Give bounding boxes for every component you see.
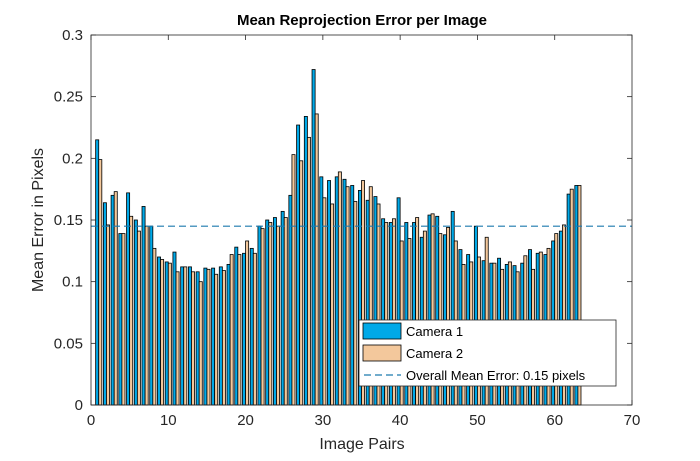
bar-camera-2-pair-6 (136, 230, 141, 406)
bar-camera-2-pair-3 (113, 191, 118, 406)
bar-camera-2-pair-17 (221, 270, 226, 406)
bar-camera-1-pair-12 (180, 266, 185, 406)
bar-camera-2-pair-15 (206, 268, 211, 406)
bar-camera-1-pair-2 (102, 202, 107, 406)
bar-camera-2-pair-5 (129, 215, 134, 406)
x-tick-label: 10 (160, 412, 177, 429)
x-tick-label: 20 (237, 412, 254, 429)
legend-swatch-camera-2 (362, 344, 402, 362)
y-axis-title: Mean Error in Pixels (30, 148, 47, 292)
bar-camera-2-pair-22 (260, 228, 265, 406)
bar-camera-1-pair-31 (327, 180, 331, 406)
bar-camera-2-pair-7 (144, 225, 149, 406)
legend-swatch-camera-1 (362, 322, 402, 340)
bar-camera-2-pair-18 (229, 254, 234, 406)
bar-camera-1-pair-34 (350, 185, 355, 406)
bar-camera-1-pair-13 (187, 266, 192, 406)
x-tick-label: 60 (546, 412, 563, 429)
legend-label-overall-mean: Overall Mean Error: 0.15 pixels (406, 368, 586, 383)
bar-camera-2-pair-1 (98, 159, 103, 406)
ticks-layer: 0 10 20 30 40 50 60 70 0 0.05 0.1 0.15 0.2 0.25 0.3 (54, 27, 641, 429)
bar-camera-1-pair-3 (110, 194, 115, 406)
y-tick-label: 0.2 (62, 150, 83, 167)
bar-camera-2-pair-12 (183, 266, 188, 406)
legend-label-camera-1: Camera 1 (406, 324, 463, 339)
bar-camera-1-pair-15 (203, 267, 208, 406)
bar-camera-1-pair-28 (303, 116, 308, 406)
bar-camera-2-pair-2 (106, 224, 110, 406)
bar-camera-2-pair-29 (314, 113, 319, 406)
bar-camera-1-pair-8 (149, 225, 154, 406)
bar-camera-1-pair-10 (164, 261, 169, 406)
y-tick-label: 0.05 (54, 335, 83, 352)
bar-camera-2-pair-4 (121, 233, 126, 406)
bar-camera-2-pair-20 (245, 240, 250, 406)
bar-camera-1-pair-7 (141, 206, 146, 406)
bar-camera-1-pair-27 (296, 124, 301, 406)
bar-camera-2-pair-19 (237, 254, 242, 406)
bar-camera-1-pair-30 (319, 176, 324, 406)
bar-camera-1-pair-22 (257, 225, 262, 406)
bar-camera-2-pair-10 (167, 262, 172, 406)
y-tick-label: 0.15 (54, 212, 83, 229)
bar-camera-2-pair-24 (276, 225, 280, 406)
legend: Camera 1 Camera 2 Overall Mean Error: 0.… (358, 319, 617, 387)
y-tick-label: 0.25 (54, 89, 83, 106)
bar-camera-2-pair-13 (191, 271, 195, 406)
bar-camera-1-pair-6 (133, 219, 138, 406)
bar-camera-2-pair-25 (283, 217, 288, 406)
bar-camera-2-pair-21 (252, 252, 257, 406)
bar-camera-1-pair-23 (265, 219, 270, 406)
bar-camera-1-pair-20 (242, 252, 246, 406)
chart-title: Mean Reprojection Error per Image (237, 12, 487, 29)
bar-camera-2-pair-26 (291, 154, 296, 406)
y-tick-label: 0.3 (62, 27, 83, 44)
bar-camera-1-pair-5 (126, 192, 131, 406)
bar-camera-1-pair-17 (218, 266, 223, 406)
x-tick-label: 0 (87, 412, 95, 429)
bar-camera-2-pair-16 (214, 273, 219, 406)
bar-camera-1-pair-25 (280, 210, 285, 406)
legend-label-camera-2: Camera 2 (406, 346, 463, 361)
bar-camera-1-pair-9 (157, 256, 161, 406)
bar-camera-2-pair-30 (322, 197, 327, 406)
legend-box (358, 319, 617, 387)
bar-camera-1-pair-1 (95, 139, 100, 406)
bar-camera-1-pair-14 (195, 271, 200, 406)
bar-camera-2-pair-11 (175, 271, 180, 406)
bar-camera-1-pair-26 (288, 194, 293, 406)
y-tick-label: 0 (75, 397, 83, 414)
bar-camera-2-pair-14 (198, 281, 203, 406)
bar-camera-2-pair-23 (268, 222, 273, 406)
bar-camera-1-pair-4 (118, 233, 123, 406)
bar-camera-1-pair-11 (172, 251, 177, 406)
bar-camera-2-pair-33 (345, 186, 350, 406)
x-tick-label: 70 (624, 412, 641, 429)
bar-camera-2-pair-31 (330, 203, 335, 406)
bar-camera-1-pair-18 (226, 263, 231, 406)
bar-camera-2-pair-9 (160, 259, 165, 406)
bar-camera-2-pair-8 (152, 247, 157, 406)
bar-camera-1-pair-33 (342, 178, 347, 406)
bar-camera-1-pair-29 (311, 69, 316, 406)
y-tick-label: 0.1 (62, 274, 83, 291)
x-tick-label: 30 (315, 412, 332, 429)
x-tick-label: 40 (392, 412, 409, 429)
x-tick-label: 50 (469, 412, 486, 429)
bar-camera-2-pair-32 (337, 171, 342, 406)
bar-camera-2-pair-27 (299, 160, 304, 406)
bar-camera-1-pair-21 (249, 247, 254, 406)
bar-camera-2-pair-28 (306, 136, 311, 406)
bar-camera-1-pair-16 (211, 267, 216, 406)
bar-camera-1-pair-24 (272, 217, 277, 406)
bar-camera-1-pair-19 (234, 246, 239, 406)
x-axis-title: Image Pairs (319, 436, 404, 453)
bar-camera-1-pair-32 (334, 176, 339, 406)
bar-camera-2-pair-34 (353, 201, 358, 406)
